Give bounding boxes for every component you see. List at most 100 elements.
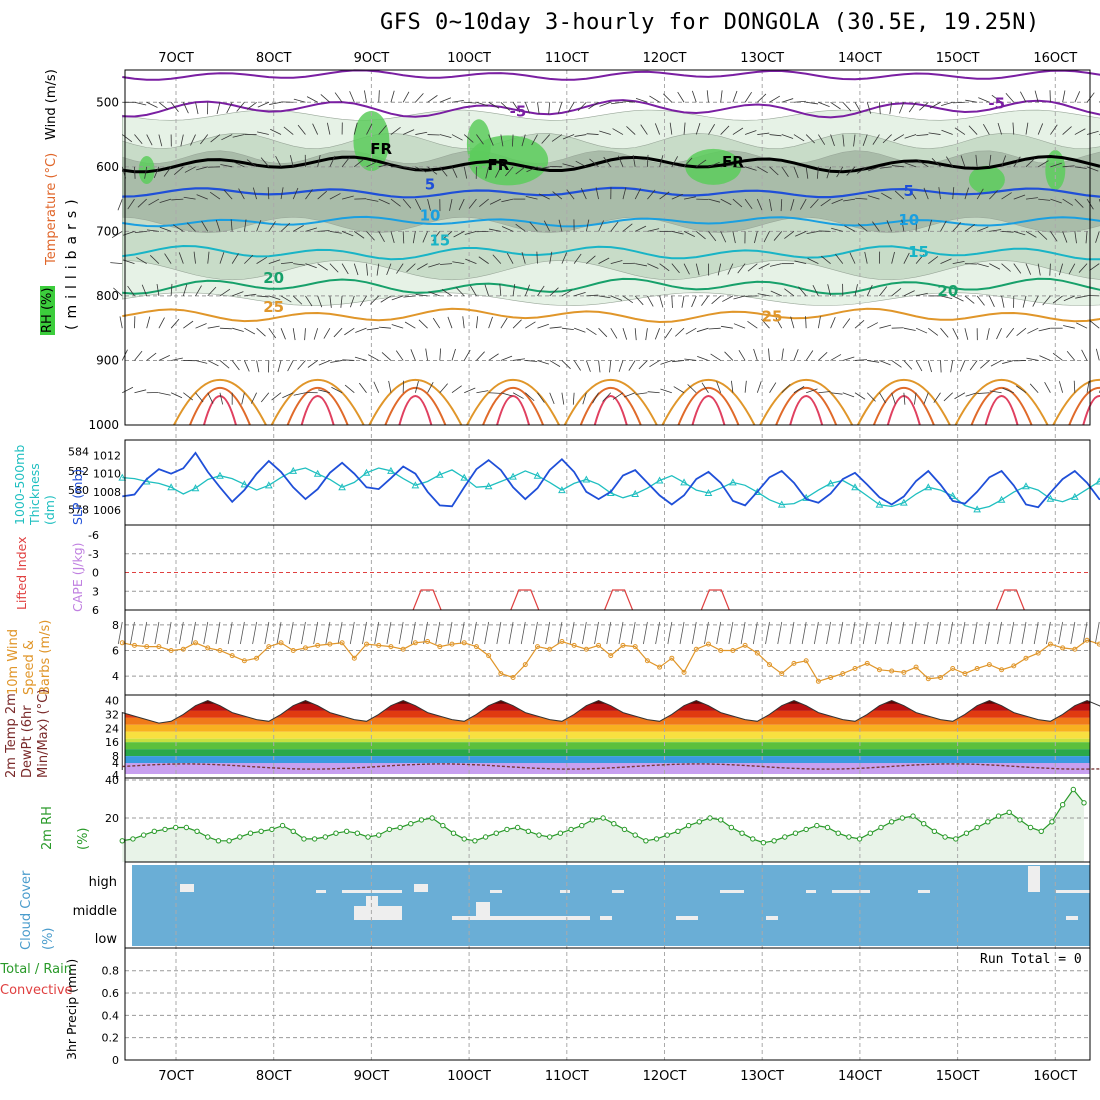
- rh-point: [514, 824, 521, 831]
- wind-barb-10m: [569, 621, 575, 645]
- wind-barb-10m: [728, 621, 734, 645]
- thickness-point: [460, 473, 469, 481]
- wind-barb: [598, 220, 604, 232]
- wind-barb: [190, 134, 196, 146]
- lifted-index-bump: [995, 589, 1025, 611]
- thickness-point: [948, 491, 957, 499]
- wind-speed-line: [122, 639, 1100, 683]
- wind-barb-10m: [288, 621, 294, 645]
- wind-barb: [170, 102, 179, 112]
- rh-point: [910, 813, 916, 819]
- wind-barb-10m: [508, 621, 514, 645]
- rh-point: [205, 834, 211, 840]
- wind-barb: [931, 158, 941, 168]
- wind-barb: [146, 316, 151, 329]
- cloud-gap: [560, 890, 570, 893]
- rh-point: [450, 830, 457, 836]
- rh-point: [461, 836, 467, 842]
- rh-moist-area: [138, 156, 155, 185]
- temp-band: [125, 703, 1090, 711]
- wind-speed-point: [669, 655, 675, 661]
- thickness-point: [216, 471, 224, 479]
- wind-barb-10m: [813, 621, 819, 645]
- wind-barb: [727, 263, 734, 275]
- wind-barb: [342, 359, 355, 361]
- pressure-tick: 900: [96, 353, 119, 367]
- contour-label: -5: [510, 102, 527, 120]
- wind-barb: [598, 327, 608, 338]
- rh-point: [782, 834, 788, 840]
- wind-barb: [561, 392, 565, 405]
- wind-barb: [634, 295, 644, 306]
- cloud-gap: [414, 884, 428, 892]
- surface-temp-contour: [579, 386, 642, 426]
- wind-barb: [257, 101, 269, 108]
- wind-barb: [195, 285, 202, 297]
- precip-convective-legend: Convective: [0, 983, 72, 998]
- wind-barb: [223, 189, 233, 200]
- wind-barb: [280, 261, 294, 265]
- wind-barb: [952, 328, 959, 340]
- wind-barb: [744, 198, 753, 210]
- temp-contour-5: [122, 186, 1100, 199]
- wind-barb: [891, 392, 896, 405]
- wind-barb-10m: [239, 621, 245, 645]
- pressure-tick: 1000: [88, 418, 119, 432]
- wind-barb: [441, 289, 453, 297]
- wind-barb: [695, 263, 700, 276]
- thickness-point: [191, 484, 200, 492]
- wind-barb: [293, 263, 306, 266]
- wind-speed-point: [156, 644, 162, 650]
- wind-barb: [854, 392, 866, 400]
- wind-barb: [691, 295, 697, 308]
- wind-barb: [244, 293, 257, 297]
- wind-barb: [685, 327, 697, 335]
- cloud-level-label: low: [95, 932, 118, 947]
- wind-speed-point: [1084, 637, 1090, 643]
- wind-barb: [465, 258, 477, 265]
- wind-speed-point: [193, 640, 199, 646]
- wind-barb: [146, 352, 157, 361]
- wind-speed-point: [205, 645, 211, 651]
- wind-barb: [988, 295, 995, 307]
- wind-barb: [195, 323, 207, 329]
- wind-barb: [305, 189, 313, 200]
- wind-barb-10m: [362, 621, 367, 645]
- wind-barb: [732, 127, 744, 135]
- wind-speed-point: [376, 642, 382, 648]
- rh-point: [130, 836, 136, 842]
- wind-barb: [965, 99, 978, 103]
- thickness-point: [924, 483, 933, 491]
- temp-band: [125, 724, 1090, 732]
- wind-barb: [415, 166, 427, 173]
- wind-barb: [831, 227, 843, 232]
- wind-barb: [855, 197, 868, 200]
- wind-barb: [588, 101, 599, 110]
- wind-barb-10m: [1058, 621, 1064, 645]
- wind-barb: [280, 222, 291, 232]
- wind-barb: [769, 382, 777, 393]
- wind-barb-10m: [533, 621, 538, 645]
- wind-barb: [396, 263, 404, 274]
- wind-barb: [256, 360, 260, 373]
- cloud-gap: [366, 896, 378, 920]
- wind-barb-10m: [960, 621, 966, 645]
- wind-barb: [647, 189, 656, 200]
- wind-barb: [537, 392, 545, 403]
- wind-barb: [562, 134, 575, 140]
- wind-barb: [182, 284, 188, 297]
- wind-barb-10m: [178, 621, 184, 645]
- wind-barb: [526, 166, 538, 173]
- wind-barb: [501, 226, 514, 232]
- wind-barb-10m: [887, 621, 893, 645]
- wind-barb: [635, 263, 648, 267]
- wind-barb: [388, 380, 392, 393]
- wind-barb: [1086, 130, 1099, 135]
- wind-barb: [812, 285, 819, 297]
- rh-point: [1038, 828, 1044, 834]
- thickness-point: [973, 505, 981, 513]
- temp-bands: [125, 700, 1090, 770]
- wind-barb-10m: [606, 621, 612, 645]
- wind-barb: [1013, 230, 1026, 236]
- wind-barb: [914, 392, 917, 405]
